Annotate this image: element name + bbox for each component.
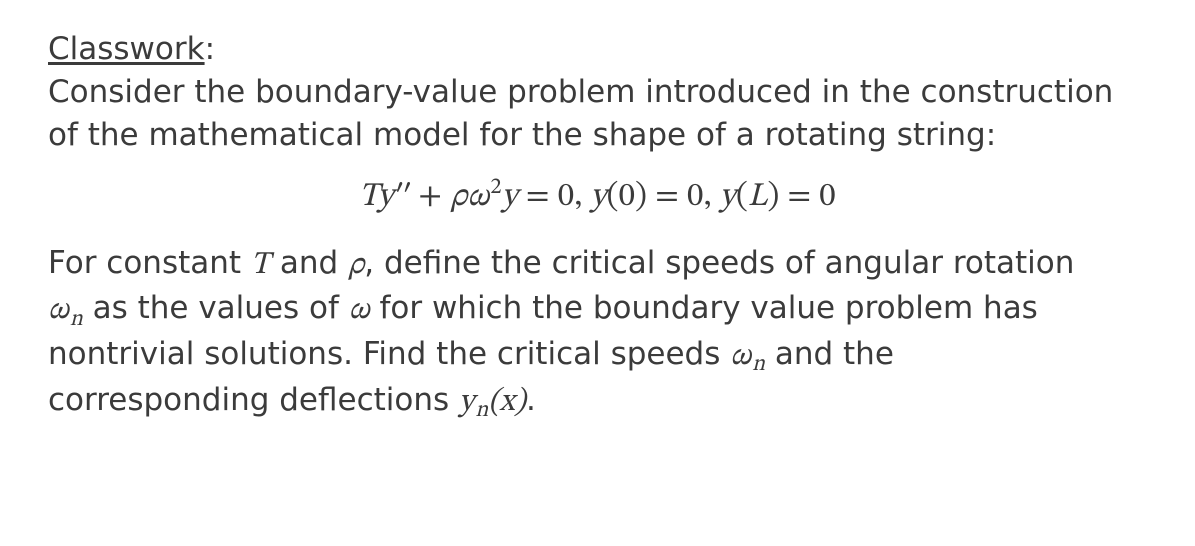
heading-colon: : bbox=[205, 31, 215, 67]
eq-omega: ω bbox=[467, 180, 489, 213]
p2-b: and bbox=[270, 245, 348, 281]
eq-y3: y bbox=[590, 180, 606, 213]
p2-c: , define the critical speeds of angular … bbox=[364, 245, 1074, 281]
p2-rp: ) bbox=[515, 386, 526, 418]
eq-T: T bbox=[359, 180, 377, 213]
equation: Ty′′ + ρω2y = 0, y(0) = 0, y(L) = 0 bbox=[48, 174, 1147, 220]
p2-w: ω bbox=[349, 294, 370, 326]
eq-rho: ρ bbox=[450, 180, 467, 213]
p2-f: nontrivial solutions. Find the critical … bbox=[48, 336, 730, 372]
p2-h: corresponding deflections bbox=[48, 382, 459, 418]
p2-d: as the values of bbox=[83, 290, 349, 326]
intro-line-2: of the mathematical model for the shape … bbox=[48, 117, 996, 153]
p2-n3: n bbox=[474, 400, 488, 422]
p2-T: T bbox=[251, 249, 270, 281]
p2-lp: ( bbox=[488, 386, 499, 418]
eq-primes: ′′ bbox=[394, 180, 411, 213]
eq-L: L bbox=[748, 180, 768, 213]
p2-g: and the bbox=[765, 336, 894, 372]
eq-sq: 2 bbox=[489, 177, 501, 199]
eq-eq0c: = 0 bbox=[779, 180, 835, 213]
eq-lp2: ( bbox=[736, 180, 748, 213]
eq-eq0a: = 0, bbox=[518, 180, 591, 213]
classwork-heading: Classwork bbox=[48, 31, 205, 67]
p2-a: For constant bbox=[48, 245, 251, 281]
paragraph-2: For constant T and ρ, define the critica… bbox=[48, 242, 1147, 425]
eq-rp1: ) bbox=[635, 180, 647, 213]
eq-plus: + bbox=[410, 180, 450, 213]
eq-y2: y bbox=[502, 180, 518, 213]
eq-y4: y bbox=[720, 180, 736, 213]
p2-yn: y bbox=[459, 386, 474, 418]
p2-e: for which the boundary value problem has bbox=[370, 290, 1038, 326]
p2-x: x bbox=[499, 386, 514, 418]
p2-n1: n bbox=[69, 309, 83, 331]
eq-rp2: ) bbox=[767, 180, 779, 213]
intro-line-1: Consider the boundary-value problem intr… bbox=[48, 74, 1113, 110]
classwork-heading-line: Classwork: Consider the boundary-value p… bbox=[48, 28, 1147, 156]
eq-eq0b: = 0, bbox=[647, 180, 720, 213]
p2-n2: n bbox=[751, 354, 765, 376]
p2-wn1: ω bbox=[48, 294, 69, 326]
p2-rho: ρ bbox=[348, 249, 364, 281]
eq-lp1: ( bbox=[607, 180, 619, 213]
p2-dot: . bbox=[526, 382, 536, 418]
eq-zero1: 0 bbox=[619, 180, 636, 213]
eq-y1: y bbox=[378, 180, 394, 213]
p2-wn2: ω bbox=[730, 340, 751, 372]
